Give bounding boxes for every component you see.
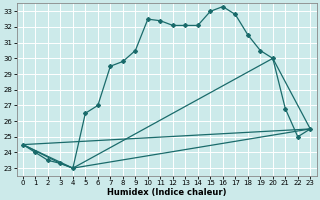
X-axis label: Humidex (Indice chaleur): Humidex (Indice chaleur) — [107, 188, 226, 197]
